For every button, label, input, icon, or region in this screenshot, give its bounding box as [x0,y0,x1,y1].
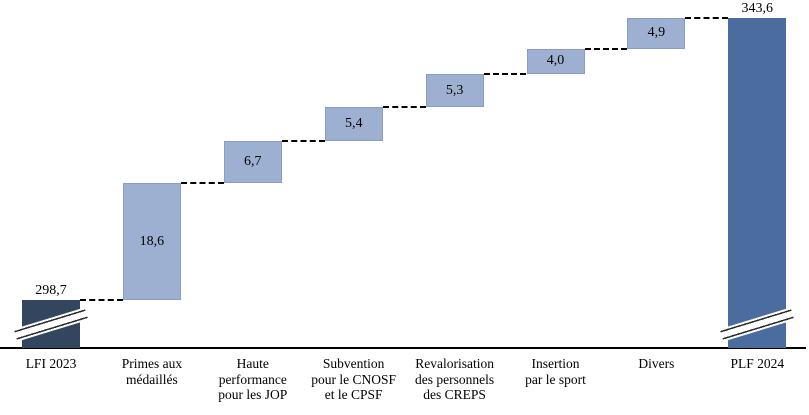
bar-value-label: 4,9 [647,25,666,41]
bar-value-label: 18,6 [139,233,165,249]
waterfall-bar-8 [728,18,787,348]
bar-value-label: 343,6 [741,1,774,16]
waterfall-connector [483,72,527,75]
waterfall-connector [80,299,123,301]
waterfall-connector [685,17,729,19]
bar-value-label: 4,0 [546,53,565,69]
category-label-5: Revalorisation des personnels des CREPS [415,356,495,403]
bar-value-label: 298,7 [35,283,67,298]
waterfall-bar-2: 18,6 [122,183,181,300]
waterfall-bar-4: 5,4 [324,107,383,142]
bar-value-label: 5,3 [445,82,464,98]
waterfall-bar-3: 6,7 [223,141,282,184]
category-label-2: Primes aux médaillés [121,356,183,387]
bar-value-label: 6,7 [244,154,262,170]
waterfall-bar-5: 5,3 [425,73,484,108]
waterfall-bar-7: 4,9 [627,18,686,49]
waterfall-connector [382,106,426,109]
waterfall-connector [584,47,628,50]
category-label-3: Haute performance pour les JOP [218,356,288,403]
x-axis-line [0,347,806,349]
waterfall-connector [281,140,325,143]
waterfall-bar-6: 4,0 [526,48,585,74]
category-label-6: Insertion par le sport [525,356,586,387]
category-label-8: PLF 2024 [730,356,785,371]
category-label-1: LFI 2023 [25,356,77,371]
bar-value-label: 5,4 [344,116,363,132]
category-label-7: Divers [638,356,675,371]
waterfall-connector [180,182,224,185]
category-label-4: Subvention pour le CNOSF et le CPSF [311,356,397,403]
